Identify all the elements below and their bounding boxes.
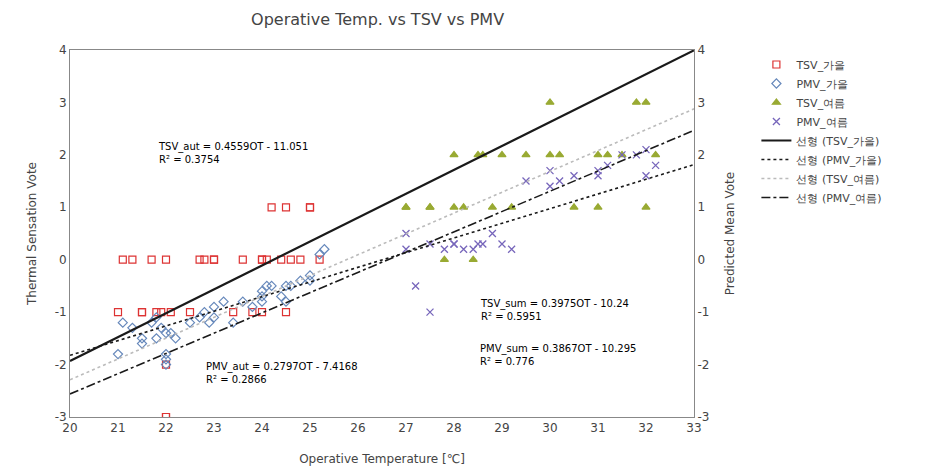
svg-text:2: 2 [697, 148, 705, 162]
svg-text:33: 33 [686, 421, 701, 435]
svg-text:25: 25 [302, 421, 317, 435]
svg-text:PMV_sum = 0.3867OT - 10.295R²: PMV_sum = 0.3867OT - 10.295R² = 0.776 [480, 343, 636, 367]
svg-text:Thermal Sensation Vote: Thermal Sensation Vote [25, 162, 39, 306]
svg-text:2: 2 [59, 148, 67, 162]
svg-text:-2: -2 [55, 358, 67, 372]
svg-text:3: 3 [697, 96, 705, 110]
svg-text:3: 3 [59, 96, 67, 110]
svg-text:-3: -3 [697, 410, 709, 424]
svg-text:TSV_여름: TSV_여름 [795, 97, 845, 110]
svg-text:-3: -3 [55, 410, 67, 424]
svg-text:선형 (TSV_가을): 선형 (TSV_가을) [796, 135, 879, 148]
svg-text:Predicted Mean Vote: Predicted Mean Vote [723, 172, 737, 295]
svg-text:4: 4 [697, 43, 705, 57]
svg-text:TSV_aut = 0.4559OT - 11.051R²: TSV_aut = 0.4559OT - 11.051R² = 0.3754 [158, 141, 308, 165]
svg-text:선형 (TSV_여름): 선형 (TSV_여름) [796, 173, 879, 186]
svg-text:-1: -1 [55, 305, 67, 319]
svg-text:TSV_sum = 0.3975OT - 10.24R² =: TSV_sum = 0.3975OT - 10.24R² = 0.5951 [480, 298, 629, 322]
svg-text:PMV_여름: PMV_여름 [796, 116, 847, 129]
svg-text:23: 23 [206, 421, 221, 435]
svg-text:1: 1 [697, 200, 705, 214]
svg-text:PMV_가을: PMV_가을 [796, 78, 847, 91]
svg-text:-2: -2 [697, 358, 709, 372]
svg-text:29: 29 [494, 421, 509, 435]
svg-text:1: 1 [59, 200, 67, 214]
svg-text:4: 4 [59, 43, 67, 57]
svg-text:PMV_aut = 0.2797OT - 7.4168R²: PMV_aut = 0.2797OT - 7.4168R² = 0.2866 [206, 361, 358, 385]
svg-text:선형 (PMV_가을): 선형 (PMV_가을) [796, 154, 881, 167]
svg-text:선형 (PMV_여름): 선형 (PMV_여름) [796, 192, 881, 205]
svg-text:21: 21 [110, 421, 125, 435]
svg-text:0: 0 [697, 253, 705, 267]
svg-text:32: 32 [638, 421, 653, 435]
svg-text:TSV_가을: TSV_가을 [795, 59, 845, 72]
svg-text:20: 20 [62, 421, 77, 435]
svg-text:26: 26 [350, 421, 365, 435]
svg-text:-1: -1 [697, 305, 709, 319]
svg-text:27: 27 [398, 421, 413, 435]
svg-text:24: 24 [254, 421, 269, 435]
svg-text:0: 0 [59, 253, 67, 267]
svg-text:22: 22 [158, 421, 173, 435]
svg-text:Operative Temperature [℃]: Operative Temperature [℃] [299, 452, 465, 466]
svg-text:28: 28 [446, 421, 461, 435]
svg-text:31: 31 [590, 421, 605, 435]
svg-text:30: 30 [542, 421, 557, 435]
svg-text:Operative Temp. vs TSV vs PMV: Operative Temp. vs TSV vs PMV [251, 10, 504, 29]
